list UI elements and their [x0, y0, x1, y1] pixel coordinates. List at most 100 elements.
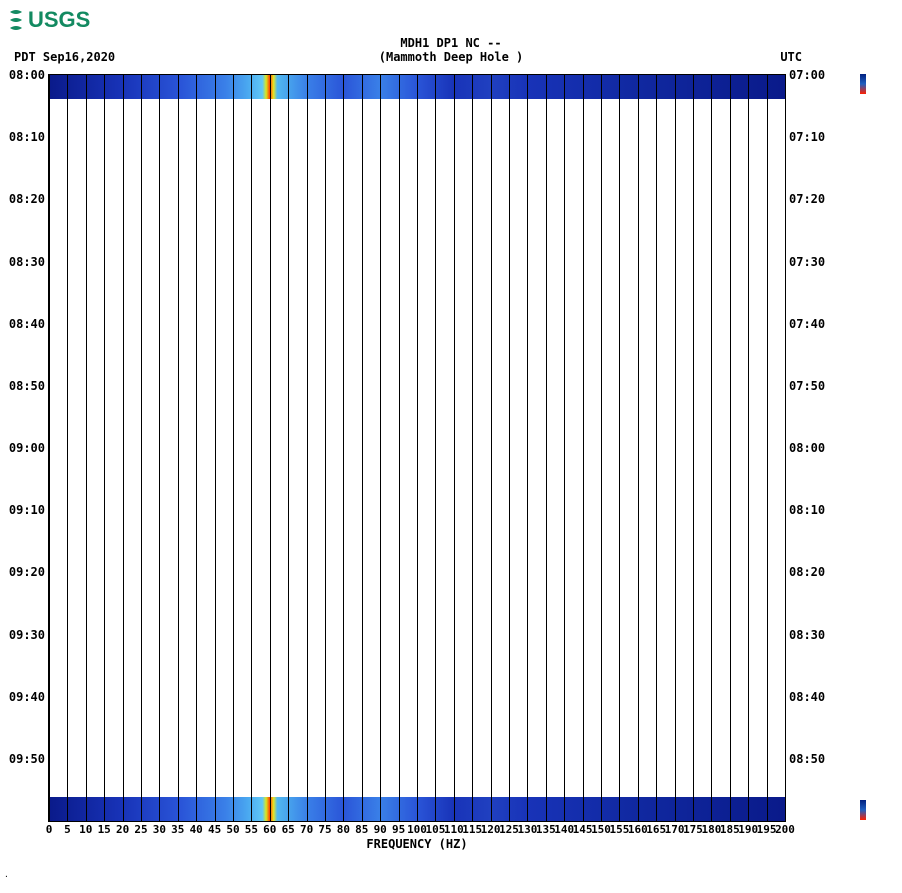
xtick-label: 155 [609, 823, 629, 836]
xtick-label: 95 [392, 823, 405, 836]
plot-area: 0510152025303540455055606570758085909510… [48, 74, 786, 822]
xtick-label: 70 [300, 823, 313, 836]
xtick-label: 80 [337, 823, 350, 836]
xtick-label: 35 [171, 823, 184, 836]
ytick-left-label: 09:50 [9, 752, 45, 766]
ytick-left-label: 08:10 [9, 130, 45, 144]
xtick-label: 160 [628, 823, 648, 836]
gridline-vertical [693, 75, 694, 821]
gridline-vertical [49, 75, 50, 821]
ytick-left-label: 09:10 [9, 503, 45, 517]
gridline-vertical [104, 75, 105, 821]
gridline-vertical [67, 75, 68, 821]
ytick-right-label: 08:10 [789, 503, 825, 517]
spectrogram-chart: 0510152025303540455055606570758085909510… [0, 74, 902, 870]
ytick-left-label: 09:20 [9, 565, 45, 579]
gridline-vertical [748, 75, 749, 821]
gridline-vertical [233, 75, 234, 821]
gridline-vertical [270, 75, 271, 821]
xtick-label: 85 [355, 823, 368, 836]
ytick-right-label: 08:40 [789, 690, 825, 704]
ytick-right-label: 08:30 [789, 628, 825, 642]
gridline-vertical [711, 75, 712, 821]
gridline-vertical [619, 75, 620, 821]
xtick-label: 165 [646, 823, 666, 836]
gridline-vertical [399, 75, 400, 821]
gridline-vertical [325, 75, 326, 821]
xtick-label: 120 [481, 823, 501, 836]
ytick-right-label: 07:20 [789, 192, 825, 206]
gridline-vertical [527, 75, 528, 821]
header-right-timezone: UTC [780, 50, 802, 64]
xtick-label: 125 [499, 823, 519, 836]
gridline-vertical [251, 75, 252, 821]
colorbar [860, 74, 866, 94]
xtick-label: 200 [775, 823, 795, 836]
header-title-line2: (Mammoth Deep Hole ) [0, 50, 902, 64]
xtick-label: 190 [738, 823, 758, 836]
gridline-vertical [215, 75, 216, 821]
colorbar [860, 800, 866, 820]
gridline-vertical [417, 75, 418, 821]
gridline-vertical [564, 75, 565, 821]
xtick-label: 55 [245, 823, 258, 836]
ytick-left-label: 08:20 [9, 192, 45, 206]
header-title-line1: MDH1 DP1 NC -- [0, 36, 902, 50]
xtick-label: 25 [134, 823, 147, 836]
xtick-label: 170 [665, 823, 685, 836]
xtick-label: 40 [190, 823, 203, 836]
gridline-vertical [675, 75, 676, 821]
xtick-label: 175 [683, 823, 703, 836]
xtick-label: 100 [407, 823, 427, 836]
xtick-label: 135 [536, 823, 556, 836]
xtick-label: 50 [226, 823, 239, 836]
gridline-vertical [86, 75, 87, 821]
ytick-right-label: 08:50 [789, 752, 825, 766]
ytick-right-label: 08:00 [789, 441, 825, 455]
gridline-vertical [159, 75, 160, 821]
xtick-label: 65 [282, 823, 295, 836]
gridline-vertical [141, 75, 142, 821]
gridline-vertical [362, 75, 363, 821]
gridline-vertical [454, 75, 455, 821]
xtick-label: 145 [573, 823, 593, 836]
gridline-vertical [767, 75, 768, 821]
ytick-right-label: 07:00 [789, 68, 825, 82]
gridline-vertical [343, 75, 344, 821]
xaxis-label: FREQUENCY (HZ) [366, 837, 467, 851]
usgs-logo: USGS [0, 0, 902, 32]
chart-header: PDT Sep16,2020 MDH1 DP1 NC -- (Mammoth D… [0, 36, 902, 64]
xtick-label: 185 [720, 823, 740, 836]
ytick-left-label: 08:00 [9, 68, 45, 82]
xtick-label: 60 [263, 823, 276, 836]
ytick-left-label: 08:50 [9, 379, 45, 393]
xtick-label: 45 [208, 823, 221, 836]
xtick-label: 130 [517, 823, 537, 836]
ytick-left-label: 09:40 [9, 690, 45, 704]
ytick-left-label: 08:30 [9, 255, 45, 269]
gridline-vertical [435, 75, 436, 821]
xtick-label: 90 [374, 823, 387, 836]
ytick-left-label: 09:30 [9, 628, 45, 642]
gridline-vertical [288, 75, 289, 821]
gridline-vertical [601, 75, 602, 821]
gridline-vertical [380, 75, 381, 821]
gridline-vertical [196, 75, 197, 821]
xtick-label: 75 [318, 823, 331, 836]
gridline-vertical [123, 75, 124, 821]
gridline-vertical [491, 75, 492, 821]
gridline-vertical [178, 75, 179, 821]
xtick-label: 105 [425, 823, 445, 836]
gridline-vertical [546, 75, 547, 821]
ytick-left-label: 08:40 [9, 317, 45, 331]
gridline-vertical [583, 75, 584, 821]
xtick-label: 150 [591, 823, 611, 836]
xtick-label: 15 [98, 823, 111, 836]
gridline-vertical [785, 75, 786, 821]
footer-mark: . [4, 870, 9, 879]
xtick-label: 110 [444, 823, 464, 836]
xtick-label: 140 [554, 823, 574, 836]
gridline-vertical [730, 75, 731, 821]
ytick-right-label: 07:30 [789, 255, 825, 269]
xtick-label: 180 [701, 823, 721, 836]
